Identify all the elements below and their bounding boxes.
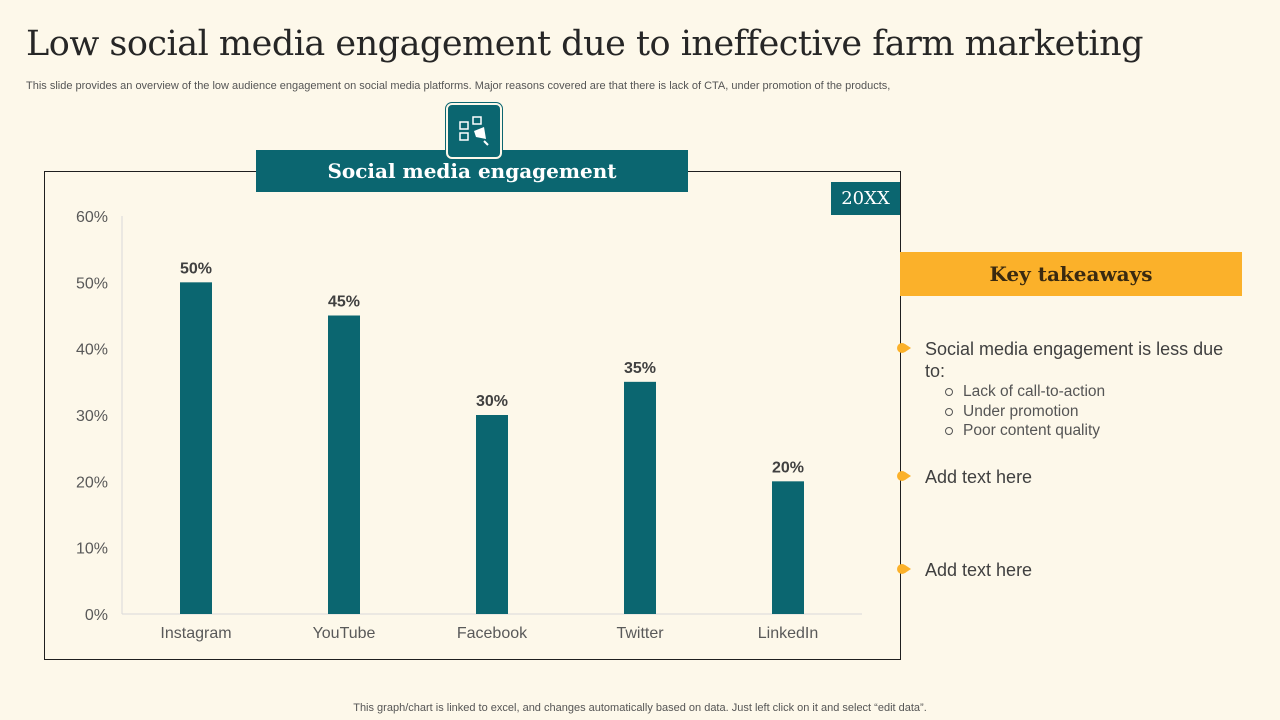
data-label: 45% <box>328 294 360 311</box>
y-tick-label: 10% <box>76 541 108 558</box>
social-media-icon <box>446 103 502 159</box>
page-subtitle: This slide provides an overview of the l… <box>26 80 891 92</box>
x-tick-label: Instagram <box>160 625 231 642</box>
bar[interactable] <box>476 415 508 614</box>
year-badge: 20XX <box>831 182 900 215</box>
data-label: 50% <box>180 260 212 277</box>
y-tick-label: 60% <box>76 209 108 226</box>
megaphone-icon <box>459 116 489 146</box>
bar-chart[interactable]: 0% 10% 20% 30% 40% 50% 60% 50% Instagram 45% YouTu… <box>45 172 900 659</box>
bar[interactable] <box>772 481 804 614</box>
x-tick-label: Facebook <box>457 625 528 642</box>
bar[interactable] <box>180 282 212 614</box>
footer-note: This graph/chart is linked to excel, and… <box>353 702 927 714</box>
y-tick-label: 0% <box>85 607 108 624</box>
bullet-icon <box>897 471 907 481</box>
y-tick-label: 30% <box>76 408 108 425</box>
takeaway-item: Add text here <box>897 466 1245 488</box>
arrow-icon <box>905 344 911 352</box>
sublist-item: Lack of call-to-action <box>945 382 1245 402</box>
x-tick-label: LinkedIn <box>758 625 819 642</box>
takeaway-sublist: Lack of call-to-action Under promotion P… <box>925 382 1245 441</box>
takeaway-text: Add text here <box>925 467 1033 487</box>
takeaway-item: Add text here <box>897 559 1245 581</box>
arrow-icon <box>905 472 911 480</box>
sublist-item: Poor content quality <box>945 421 1245 441</box>
bullet-icon <box>897 343 907 353</box>
takeaway-item: Social media engagement is less due to: … <box>897 338 1245 441</box>
x-tick-label: Twitter <box>616 625 664 642</box>
arrow-icon <box>905 565 911 573</box>
sublist-item: Under promotion <box>945 402 1245 422</box>
y-tick-label: 50% <box>76 275 108 292</box>
takeaway-text: Social media engagement is less due to: <box>925 339 1224 381</box>
y-tick-label: 20% <box>76 474 108 491</box>
takeaway-text: Add text here <box>925 560 1033 580</box>
bullet-icon <box>897 564 907 574</box>
data-label: 35% <box>624 360 656 377</box>
bar[interactable] <box>624 381 656 614</box>
data-label: 20% <box>772 459 804 476</box>
chart-frame[interactable]: 0% 10% 20% 30% 40% 50% 60% 50% Instagram 45% YouTu… <box>44 171 901 660</box>
bar[interactable] <box>328 315 360 615</box>
y-tick-label: 40% <box>76 342 108 359</box>
page-title: Low social media engagement due to ineff… <box>26 24 1144 64</box>
x-tick-label: YouTube <box>313 625 376 642</box>
data-label: 30% <box>476 393 508 410</box>
key-takeaways-header: Key takeaways <box>900 252 1242 296</box>
